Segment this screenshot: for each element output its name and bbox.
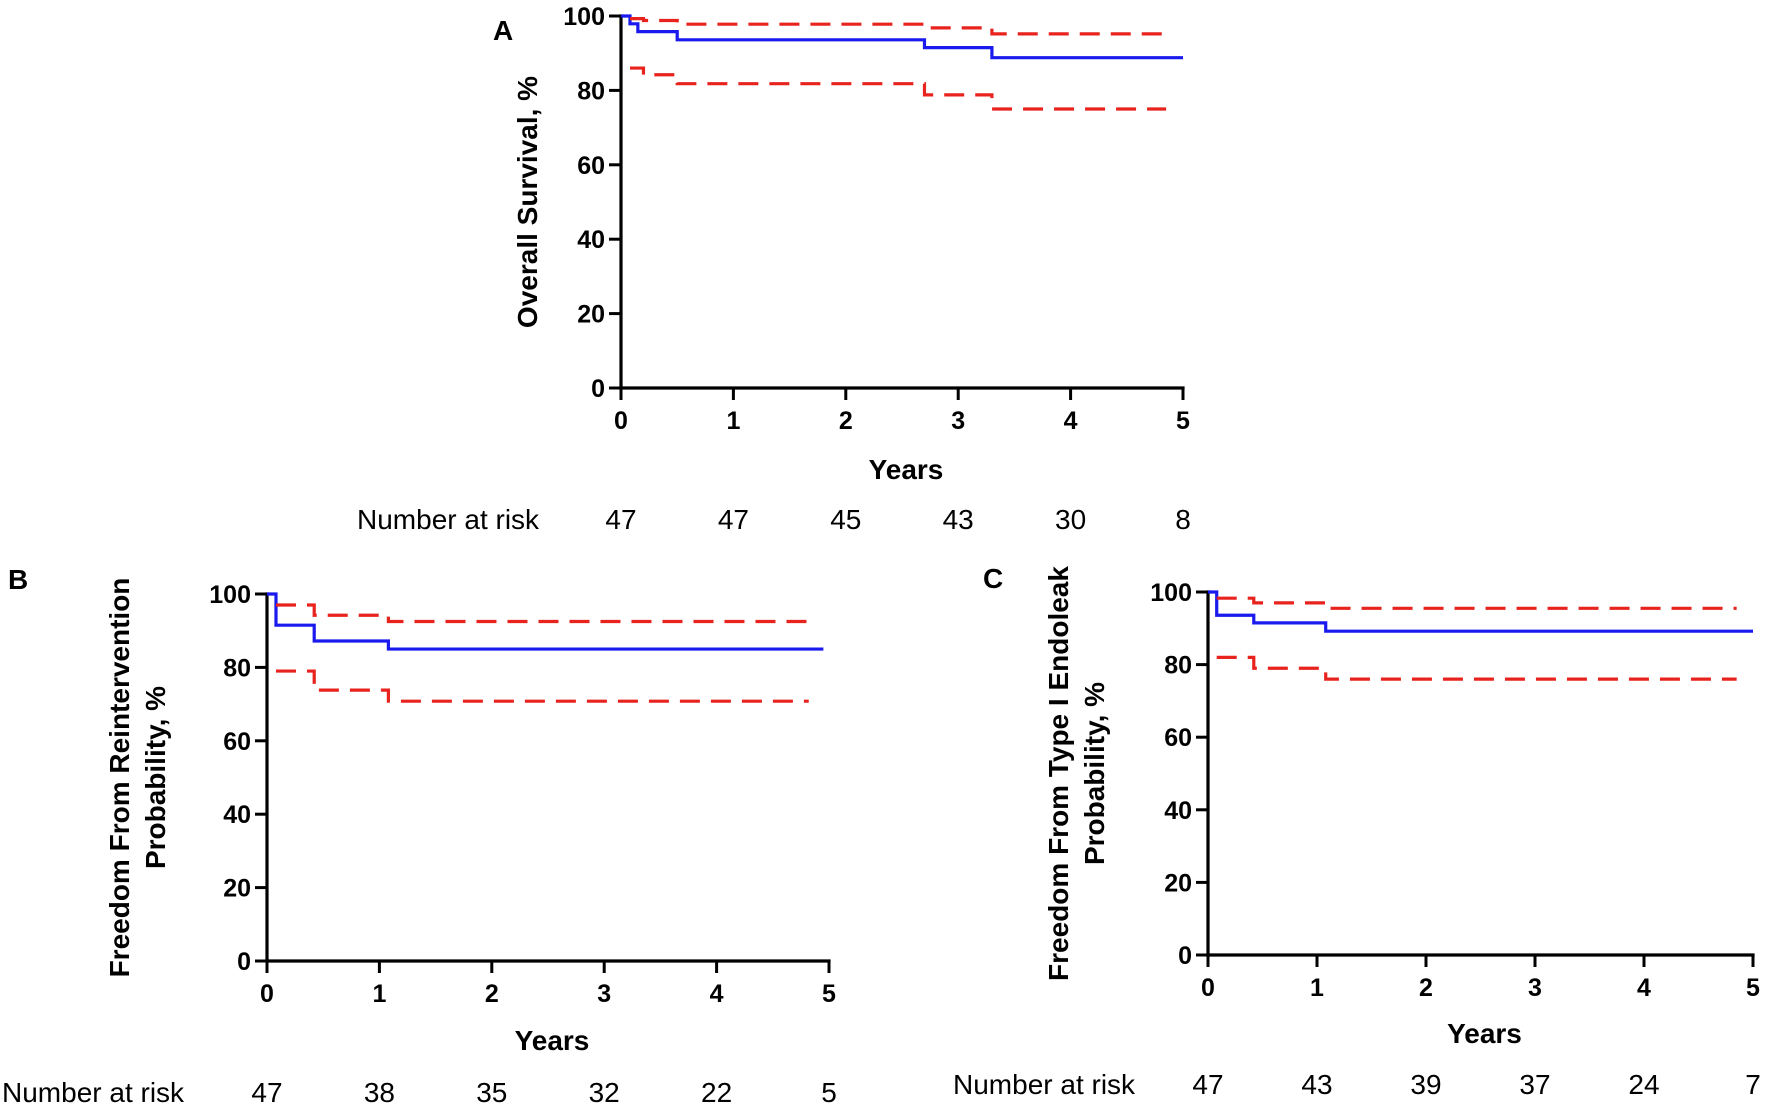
y-tick-label: 40 bbox=[223, 801, 251, 829]
number-at-risk-label: Number at risk bbox=[2, 1077, 185, 1108]
x-tick-label: 3 bbox=[1528, 974, 1542, 1002]
number-at-risk-value: 24 bbox=[1628, 1069, 1659, 1100]
x-tick-label: 4 bbox=[1064, 407, 1078, 435]
number-at-risk-value: 5 bbox=[821, 1077, 837, 1108]
x-tick-label: 4 bbox=[1637, 974, 1651, 1002]
y-axis-title: Probability, % bbox=[1079, 682, 1110, 865]
upper-ci-curve bbox=[275, 603, 809, 624]
y-axis-title: Freedom From Reintervention bbox=[104, 578, 135, 978]
panel-letter: B bbox=[8, 564, 28, 595]
y-tick-label: 60 bbox=[223, 728, 251, 756]
y-axis-title: Freedom From Type I Endoleak bbox=[1043, 566, 1074, 981]
panel-c-freedom-from-endoleak: C 0 20 40 60 80 100 0 1 2 3 4 5 Years Freedom From Typ… bbox=[953, 563, 1761, 1100]
lower-ci-curve bbox=[275, 669, 809, 703]
x-tick-label: 4 bbox=[710, 980, 724, 1008]
x-tick-label: 2 bbox=[485, 980, 499, 1008]
survival-curve bbox=[621, 14, 1183, 60]
number-at-risk-value: 47 bbox=[605, 504, 636, 535]
x-tick-label: 1 bbox=[1310, 974, 1324, 1002]
x-tick-label: 3 bbox=[951, 407, 965, 435]
x-axis-title: Years bbox=[515, 1025, 590, 1056]
x-axis-title: Years bbox=[869, 454, 944, 485]
x-tick-label: 1 bbox=[372, 980, 386, 1008]
survival-curve bbox=[267, 592, 824, 651]
panel-letter: A bbox=[493, 15, 513, 46]
y-tick-label: 100 bbox=[563, 3, 605, 31]
panel-letter: C bbox=[983, 563, 1003, 594]
y-tick-label: 0 bbox=[237, 948, 251, 976]
number-at-risk-value: 43 bbox=[1301, 1069, 1332, 1100]
number-at-risk-label: Number at risk bbox=[953, 1069, 1136, 1100]
y-axis-title: Probability, % bbox=[140, 686, 171, 869]
upper-ci-curve bbox=[629, 17, 1167, 36]
x-tick-label: 0 bbox=[1201, 974, 1215, 1002]
y-axis-title: Overall Survival, % bbox=[512, 76, 543, 328]
y-tick-label: 40 bbox=[577, 226, 605, 254]
panel-b-freedom-from-reintervention: B 0 20 40 60 80 100 0 1 2 3 4 5 Years Freedom From Rei… bbox=[2, 564, 837, 1108]
y-tick-label: 100 bbox=[209, 581, 251, 609]
number-at-risk-value: 43 bbox=[943, 504, 974, 535]
y-tick-label: 0 bbox=[1178, 942, 1192, 970]
y-tick-label: 20 bbox=[1164, 869, 1192, 897]
y-tick-label: 60 bbox=[577, 152, 605, 180]
number-at-risk-value: 37 bbox=[1519, 1069, 1550, 1100]
y-tick-label: 20 bbox=[577, 301, 605, 329]
x-tick-label: 0 bbox=[614, 407, 628, 435]
lower-ci-curve bbox=[1216, 655, 1737, 681]
y-tick-label: 20 bbox=[223, 875, 251, 903]
x-tick-label: 5 bbox=[1176, 407, 1190, 435]
upper-ci-curve bbox=[1216, 596, 1737, 610]
number-at-risk-value: 47 bbox=[1192, 1069, 1223, 1100]
number-at-risk-value: 30 bbox=[1055, 504, 1086, 535]
y-tick-label: 0 bbox=[591, 375, 605, 403]
number-at-risk-value: 8 bbox=[1175, 504, 1191, 535]
lower-ci-curve bbox=[629, 66, 1167, 111]
x-tick-label: 3 bbox=[597, 980, 611, 1008]
x-tick-label: 1 bbox=[726, 407, 740, 435]
number-at-risk-value: 32 bbox=[589, 1077, 620, 1108]
number-at-risk-value: 38 bbox=[364, 1077, 395, 1108]
y-tick-label: 40 bbox=[1164, 797, 1192, 825]
survival-curve bbox=[1208, 590, 1753, 633]
number-at-risk-value: 35 bbox=[476, 1077, 507, 1108]
x-tick-label: 5 bbox=[822, 980, 836, 1008]
x-tick-label: 5 bbox=[1746, 974, 1760, 1002]
x-axis-title: Years bbox=[1447, 1018, 1522, 1049]
number-at-risk-value: 45 bbox=[830, 504, 861, 535]
y-tick-label: 80 bbox=[577, 77, 605, 105]
y-tick-label: 80 bbox=[1164, 652, 1192, 680]
number-at-risk-value: 22 bbox=[701, 1077, 732, 1108]
number-at-risk-label: Number at risk bbox=[357, 504, 540, 535]
y-tick-label: 60 bbox=[1164, 724, 1192, 752]
y-tick-label: 80 bbox=[223, 654, 251, 682]
number-at-risk-value: 47 bbox=[718, 504, 749, 535]
number-at-risk-value: 7 bbox=[1745, 1069, 1761, 1100]
number-at-risk-value: 47 bbox=[251, 1077, 282, 1108]
x-tick-label: 2 bbox=[839, 407, 853, 435]
x-tick-label: 2 bbox=[1419, 974, 1433, 1002]
x-tick-label: 0 bbox=[260, 980, 274, 1008]
number-at-risk-value: 39 bbox=[1410, 1069, 1441, 1100]
y-tick-label: 100 bbox=[1150, 579, 1192, 607]
